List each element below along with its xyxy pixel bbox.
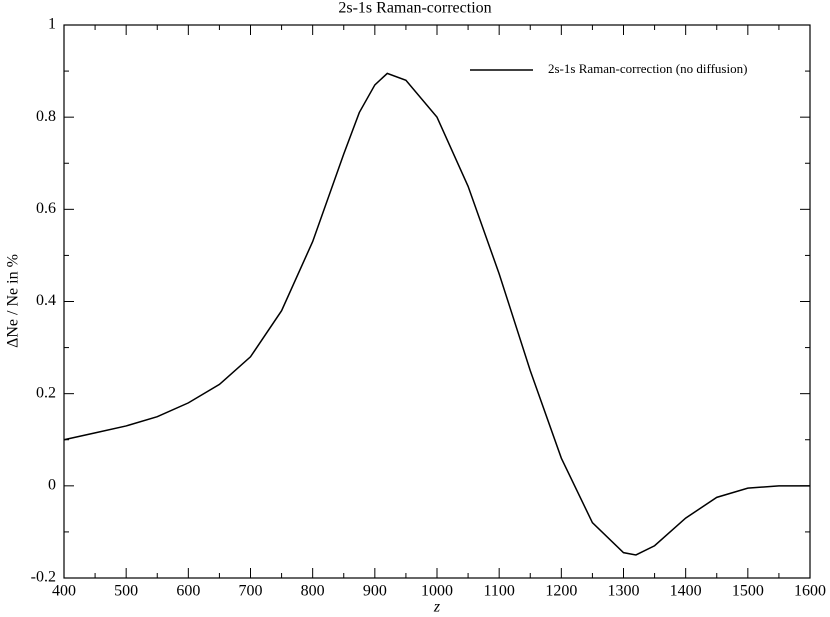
x-axis-label: z xyxy=(433,599,441,616)
y-axis-label: ΔNe / Ne in % xyxy=(5,254,22,348)
y-tick-label: 0.6 xyxy=(36,200,56,217)
y-tick-label: 0.4 xyxy=(36,292,56,309)
x-tick-label: 900 xyxy=(363,583,387,600)
y-tick-label: 0.2 xyxy=(36,384,56,401)
data-line xyxy=(63,72,810,556)
x-tick-label: 1300 xyxy=(608,583,640,600)
y-tick-label: 1 xyxy=(48,16,56,33)
plot-frame xyxy=(63,24,811,579)
y-tick-label: 0.8 xyxy=(36,108,56,125)
x-tick-label: 1600 xyxy=(794,583,826,600)
y-tick-label: -0.2 xyxy=(31,569,56,586)
x-tick-label: 1000 xyxy=(421,583,453,600)
x-tick-label: 1500 xyxy=(732,583,764,600)
chart-title: 2s-1s Raman-correction xyxy=(338,0,491,17)
x-tick-label: 400 xyxy=(52,583,76,600)
x-tick-label: 800 xyxy=(301,583,325,600)
x-tick-label: 1400 xyxy=(670,583,702,600)
x-tick-label: 500 xyxy=(114,583,138,600)
x-tick-label: 1200 xyxy=(545,583,577,600)
y-tick-label: 0 xyxy=(48,477,56,494)
x-tick-label: 1100 xyxy=(483,583,514,600)
legend-label: 2s-1s Raman-correction (no diffusion) xyxy=(548,61,747,76)
x-tick-label: 700 xyxy=(239,583,263,600)
x-tick-label: 600 xyxy=(176,583,200,600)
